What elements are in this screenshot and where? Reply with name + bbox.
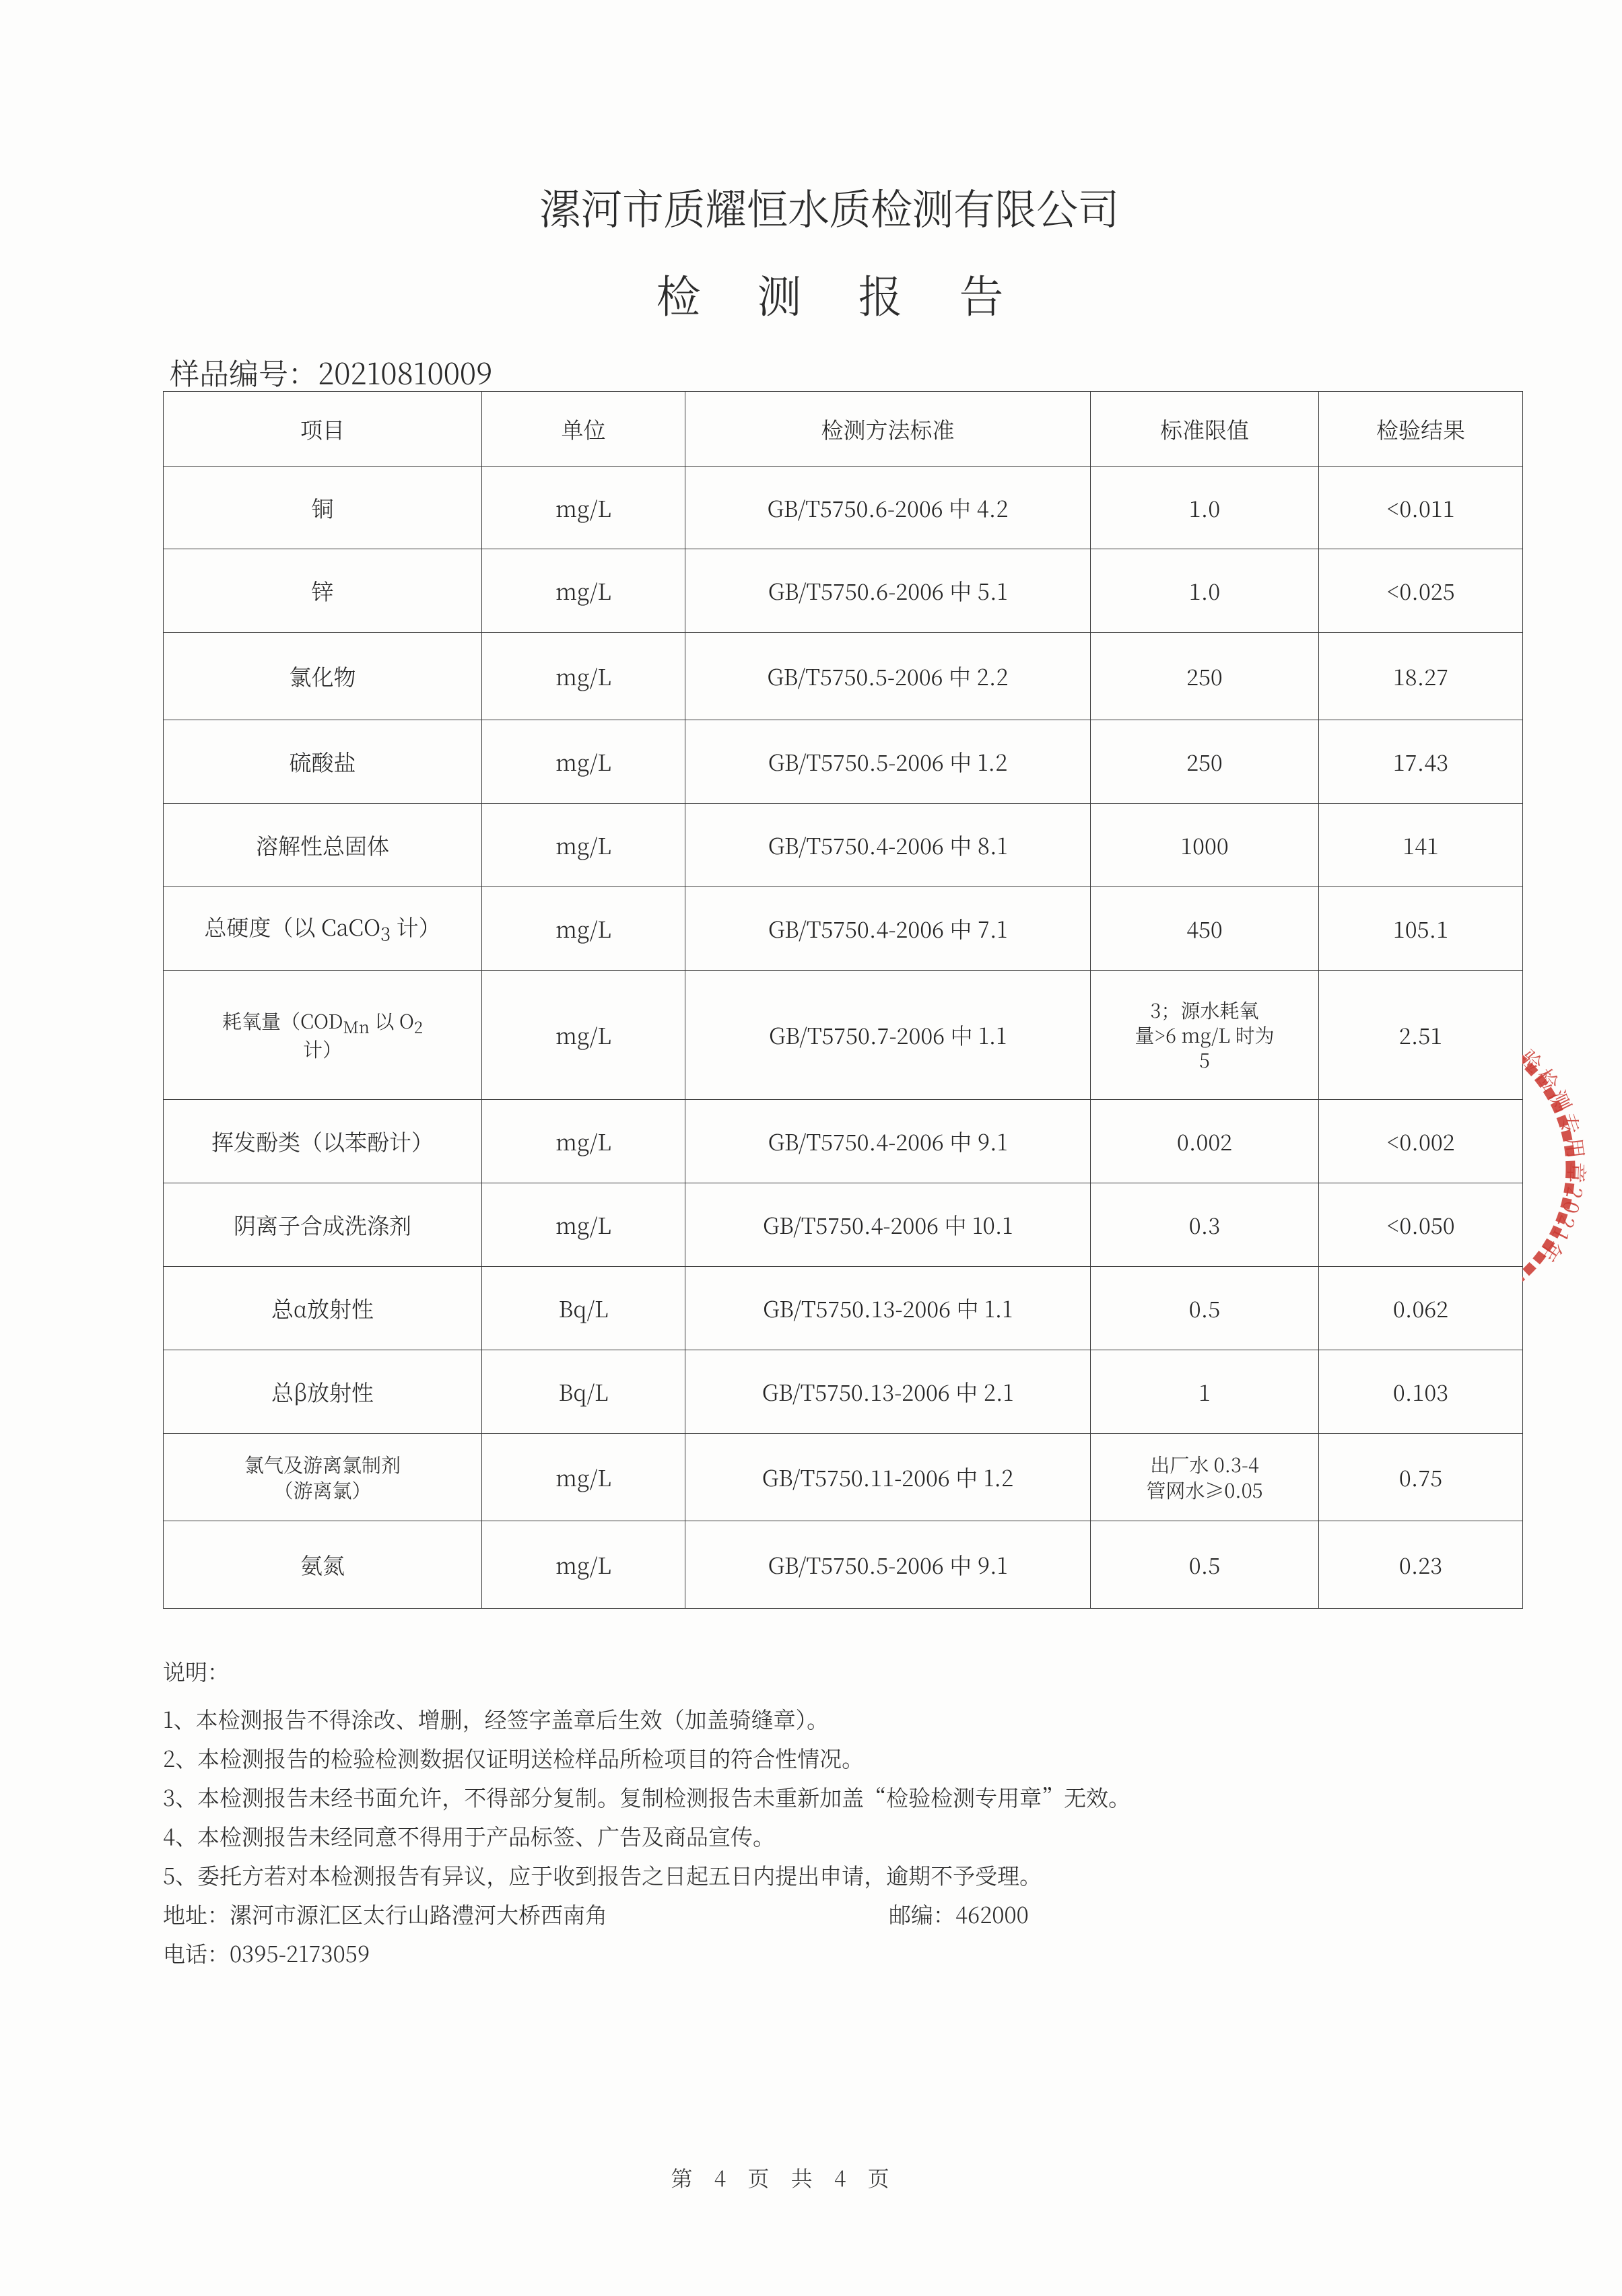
svg-text:检验检测专用章2021年: 检验检测专用章2021年 <box>1522 1025 1593 1271</box>
